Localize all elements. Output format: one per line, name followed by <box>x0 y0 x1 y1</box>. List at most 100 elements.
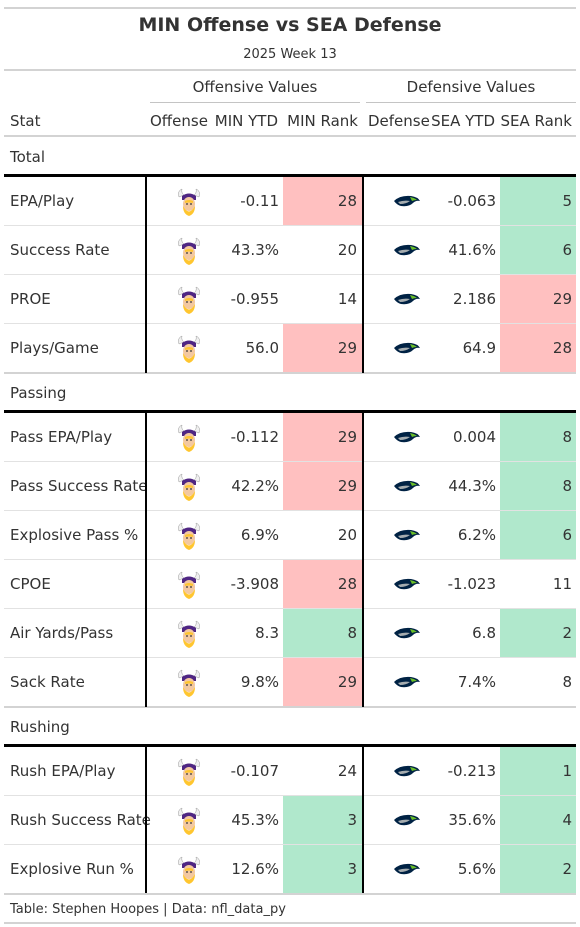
sea-rank-value: 8 <box>562 428 572 446</box>
footer-border <box>4 922 576 924</box>
min-ytd-value: 8.3 <box>255 624 279 642</box>
seahawks-logo-icon <box>392 619 422 649</box>
vikings-logo-icon <box>174 619 204 649</box>
min-rank-value: 29 <box>337 673 357 691</box>
min-rank-value: 3 <box>347 811 357 829</box>
defensive-values-spanner: Defensive Values <box>406 78 536 96</box>
min-rank-highlight <box>283 845 362 893</box>
seahawks-logo-icon <box>392 187 422 217</box>
min-rank-highlight <box>283 560 362 608</box>
group-divider <box>4 744 576 747</box>
min-rank-value: 8 <box>347 624 357 642</box>
stat-name: EPA/Play <box>10 192 75 210</box>
min-ytd-value: 43.3% <box>231 241 279 259</box>
stat-name: Explosive Pass % <box>10 526 139 544</box>
table-row: Plays/Game 56.0 29 64.9 28 <box>4 324 576 373</box>
column-header-offense: Offense <box>150 112 208 130</box>
sea-rank-highlight <box>500 177 576 225</box>
min-rank-value: 28 <box>337 575 357 593</box>
vikings-logo-icon <box>174 668 204 698</box>
min-rank-value: 24 <box>337 762 357 780</box>
sea-ytd-value: 6.8 <box>472 624 496 642</box>
vikings-logo-icon <box>174 187 204 217</box>
min-ytd-value: -0.11 <box>240 192 279 210</box>
stat-name: Air Yards/Pass <box>10 624 114 642</box>
sea-ytd-value: -0.063 <box>447 192 496 210</box>
vikings-logo-icon <box>174 423 204 453</box>
sea-rank-value: 4 <box>562 811 572 829</box>
seahawks-logo-icon <box>392 570 422 600</box>
group-divider <box>4 410 576 413</box>
group-label: Total <box>10 148 46 166</box>
bottom-border <box>4 893 576 895</box>
seahawks-logo-icon <box>392 855 422 885</box>
column-header-divider <box>4 135 576 137</box>
min-rank-highlight <box>283 658 362 706</box>
sea-rank-value: 28 <box>552 339 572 357</box>
seahawks-logo-icon <box>392 472 422 502</box>
sea-rank-value: 8 <box>562 673 572 691</box>
sea-rank-highlight <box>500 609 576 657</box>
defense-column-rule <box>362 747 364 894</box>
seahawks-logo-icon <box>392 668 422 698</box>
offense-column-rule <box>145 747 147 894</box>
row-divider <box>4 510 576 511</box>
sea-rank-highlight <box>500 462 576 510</box>
source-note: Table: Stephen Hoopes | Data: nfl_data_p… <box>10 902 286 917</box>
min-ytd-value: 6.9% <box>240 526 279 544</box>
min-rank-highlight <box>283 462 362 510</box>
column-header-defense: Defense <box>368 112 430 130</box>
table-row: Pass Success Rate 42.2% 29 44.3% 8 <box>4 462 576 511</box>
defense-column-rule <box>362 177 364 373</box>
row-divider <box>4 461 576 462</box>
sea-rank-value: 6 <box>562 526 572 544</box>
group-divider <box>4 174 576 177</box>
sea-ytd-value: 2.186 <box>453 290 496 308</box>
vikings-logo-icon <box>174 236 204 266</box>
defensive-spanner-line <box>366 102 576 103</box>
min-ytd-value: 42.2% <box>231 477 279 495</box>
sea-ytd-value: -0.213 <box>447 762 496 780</box>
min-rank-value: 29 <box>337 477 357 495</box>
sea-rank-value: 8 <box>562 477 572 495</box>
table-subtitle: 2025 Week 13 <box>243 47 337 62</box>
min-rank-highlight <box>283 413 362 461</box>
sea-rank-highlight <box>500 324 576 372</box>
table-row: CPOE -3.908 28 -1.023 11 <box>4 560 576 609</box>
row-divider <box>4 608 576 609</box>
table-title: MIN Offense vs SEA Defense <box>138 14 442 36</box>
min-rank-value: 29 <box>337 339 357 357</box>
row-divider <box>4 844 576 845</box>
min-ytd-value: -0.955 <box>230 290 279 308</box>
stat-name: Pass EPA/Play <box>10 428 113 446</box>
sea-ytd-value: 6.2% <box>457 526 496 544</box>
table-row: Success Rate 43.3% 20 41.6% 6 <box>4 226 576 275</box>
sea-rank-value: 11 <box>552 575 572 593</box>
sea-ytd-value: 41.6% <box>448 241 496 259</box>
offensive-spanner-line <box>150 102 360 103</box>
sea-rank-value: 2 <box>562 624 572 642</box>
seahawks-logo-icon <box>392 236 422 266</box>
top-border <box>4 7 576 9</box>
vikings-logo-icon <box>174 806 204 836</box>
min-rank-value: 29 <box>337 428 357 446</box>
sea-rank-highlight <box>500 845 576 893</box>
row-divider <box>4 795 576 796</box>
table-row: EPA/Play -0.11 28 -0.063 5 <box>4 177 576 226</box>
min-rank-value: 14 <box>337 290 357 308</box>
min-ytd-value: -0.112 <box>230 428 279 446</box>
seahawks-logo-icon <box>392 521 422 551</box>
stat-name: Pass Success Rate <box>10 477 148 495</box>
row-divider <box>4 657 576 658</box>
column-header-min-ytd: MIN YTD <box>214 112 278 130</box>
seahawks-logo-icon <box>392 334 422 364</box>
row-divider <box>4 706 576 708</box>
seahawks-logo-icon <box>392 285 422 315</box>
seahawks-logo-icon <box>392 423 422 453</box>
sea-ytd-value: 64.9 <box>462 339 496 357</box>
stat-name: Explosive Run % <box>10 860 134 878</box>
row-divider <box>4 372 576 374</box>
row-divider <box>4 323 576 324</box>
seahawks-logo-icon <box>392 806 422 836</box>
vikings-logo-icon <box>174 757 204 787</box>
